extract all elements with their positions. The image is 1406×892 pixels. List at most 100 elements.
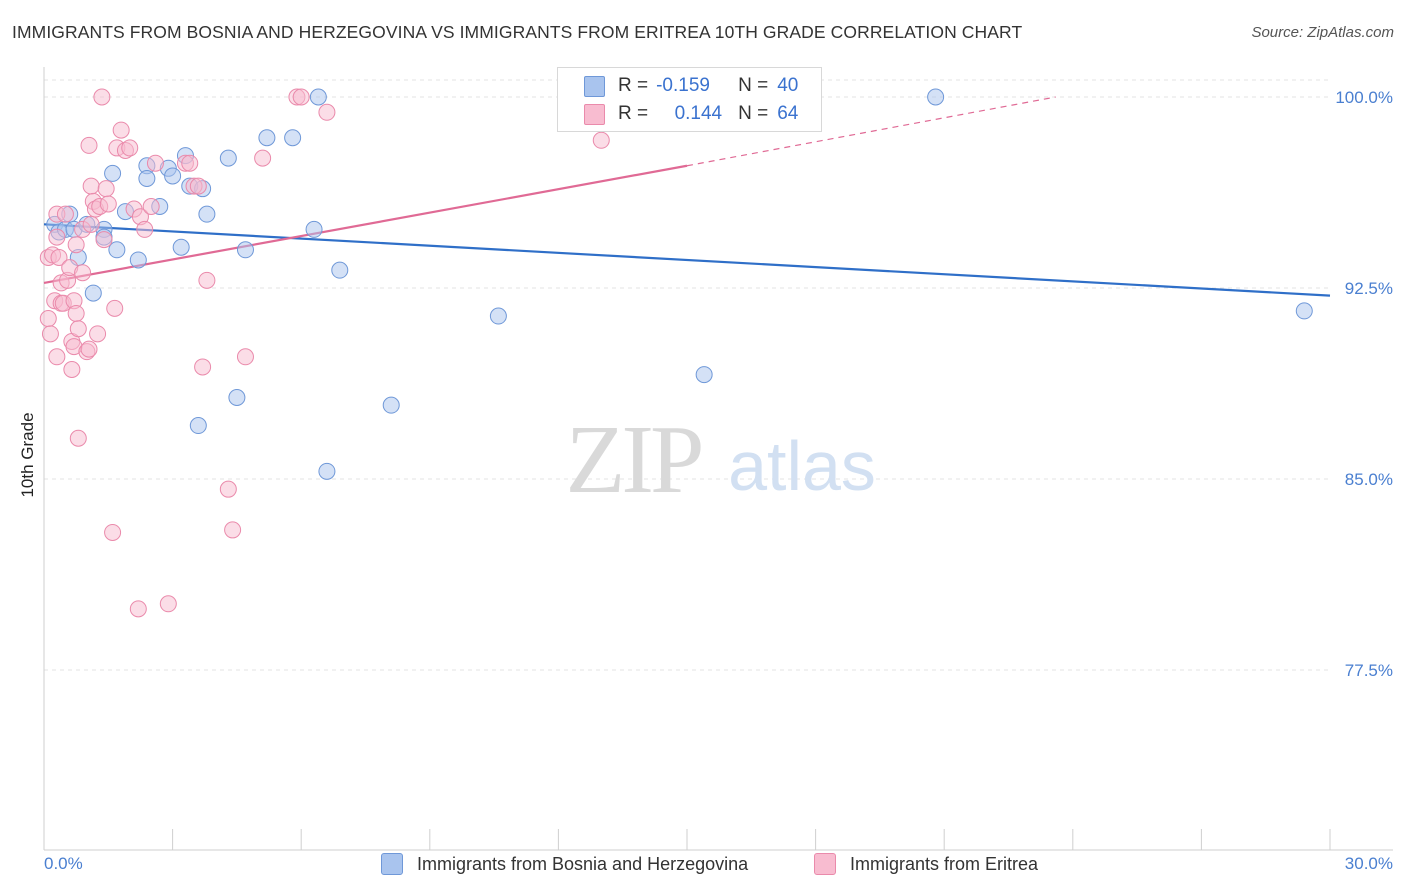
y-tick-label: 100.0% [1335, 88, 1393, 107]
scatter-point-eritrea [74, 264, 92, 282]
scatter-point-bosnia [382, 396, 400, 414]
bottom-legend-swatch-eritrea [814, 853, 836, 875]
trend-layer [43, 96, 1331, 297]
bottom-legend-label-bosnia: Immigrants from Bosnia and Herzegovina [417, 853, 749, 874]
scatter-point-bosnia [305, 220, 323, 238]
legend-r-value-bosnia: -0.159 [656, 75, 710, 96]
scatter-point-eritrea [318, 103, 336, 121]
scatter-point-eritrea [121, 139, 139, 157]
y-tick-label: 85.0% [1345, 470, 1393, 489]
scatter-point-eritrea [80, 340, 98, 358]
scatter-point-eritrea [93, 88, 111, 106]
scatter-point-bosnia [228, 389, 246, 407]
scatter-point-eritrea [67, 304, 85, 322]
scatter-point-eritrea [181, 154, 199, 172]
scatter-point-bosnia [129, 251, 147, 269]
legend-swatch-bosnia [584, 75, 605, 97]
bottom-legend-bosnia: Immigrants from Bosnia and Herzegovina [381, 850, 748, 878]
x-tick-label-min: 0.0% [44, 854, 83, 873]
bottom-legend-label-eritrea: Immigrants from Eritrea [850, 853, 1039, 874]
scatter-point-eritrea [189, 177, 207, 195]
scatter-point-eritrea [129, 600, 147, 618]
scatter-point-bosnia [695, 366, 713, 384]
scatter-point-eritrea [67, 236, 85, 254]
scatter-point-eritrea [39, 310, 57, 328]
scatter-point-bosnia [284, 129, 302, 147]
scatter-point-eritrea [41, 325, 59, 343]
legend-n-label: N = [738, 75, 769, 96]
scatter-point-eritrea [48, 348, 66, 366]
scatter-point-eritrea [224, 521, 242, 539]
scatter-point-eritrea [292, 88, 310, 106]
trend-line-bosnia [43, 223, 1331, 297]
scatter-point-bosnia [318, 462, 336, 480]
y-tick-label: 77.5% [1345, 661, 1393, 680]
scatter-point-bosnia [104, 164, 122, 182]
scatter-point-eritrea [236, 348, 254, 366]
scatter-point-eritrea [254, 149, 272, 167]
scatter-point-eritrea [198, 271, 216, 289]
scatter-point-eritrea [63, 360, 81, 378]
scatter-point-eritrea [95, 231, 113, 249]
scatter-point-bosnia [84, 284, 102, 302]
watermark-zip: ZIP [566, 406, 701, 514]
bottom-legend-swatch-bosnia [381, 853, 403, 875]
points-layer [39, 88, 1313, 618]
scatter-point-eritrea [219, 480, 237, 498]
scatter-point-bosnia [219, 149, 237, 167]
scatter-point-eritrea [82, 215, 100, 233]
scatter-point-bosnia [138, 169, 156, 187]
scatter-point-eritrea [142, 198, 160, 216]
scatter-point-eritrea [159, 595, 177, 613]
scatter-point-eritrea [69, 320, 87, 338]
bottom-legend-eritrea: Immigrants from Eritrea [814, 850, 1038, 878]
scatter-point-bosnia [236, 241, 254, 259]
scatter-point-bosnia [189, 417, 207, 435]
scatter-point-eritrea [50, 248, 68, 266]
scatter-point-eritrea [112, 121, 130, 139]
scatter-point-eritrea [592, 131, 610, 149]
scatter-point-bosnia [489, 307, 507, 325]
scatter-point-eritrea [82, 177, 100, 195]
legend-r-label: R = [618, 103, 649, 124]
axis-layer [43, 67, 1393, 851]
y-tick-label: 92.5% [1345, 279, 1393, 298]
legend-n-value-bosnia: 40 [777, 75, 799, 96]
scatter-point-eritrea [56, 205, 74, 223]
chart-title: IMMIGRANTS FROM BOSNIA AND HERZEGOVINA V… [12, 22, 1023, 42]
trend-line-extension-eritrea [686, 96, 1056, 167]
scatter-point-bosnia [108, 241, 126, 259]
scatter-point-eritrea [69, 429, 87, 447]
trend-line-eritrea [43, 164, 688, 284]
scatter-point-eritrea [80, 136, 98, 154]
watermark-atlas: atlas [728, 427, 876, 505]
scatter-point-eritrea [146, 154, 164, 172]
watermark: ZIP atlas [566, 406, 876, 514]
scatter-point-eritrea [194, 358, 212, 376]
scatter-point-bosnia [198, 205, 216, 223]
legend-n-label: N = [738, 103, 769, 124]
tick-label-layer: 100.0% 92.5% 85.0% 77.5% 0.0% 30.0% [44, 88, 1393, 873]
scatter-point-bosnia [172, 238, 190, 256]
legend-r-value-eritrea: 0.144 [674, 103, 723, 124]
scatter-point-bosnia [1295, 302, 1313, 320]
scatter-point-bosnia [309, 88, 327, 106]
source-label: Source: ZipAtlas.com [1251, 24, 1394, 41]
scatter-point-bosnia [164, 167, 182, 185]
legend-row-bosnia: R = -0.159 N = 40 [584, 73, 798, 99]
scatter-point-bosnia [927, 88, 945, 106]
legend-swatch-eritrea [584, 103, 605, 125]
x-tick-label-max: 30.0% [1345, 854, 1393, 873]
scatter-point-eritrea [89, 325, 107, 343]
scatter-point-eritrea [136, 220, 154, 238]
y-axis-label: 10th Grade [18, 412, 37, 498]
legend-row-eritrea: R = 0.144 N = 64 [584, 101, 798, 127]
legend-n-value-eritrea: 64 [777, 103, 799, 124]
scatter-point-eritrea [48, 228, 66, 246]
scatter-point-eritrea [104, 523, 122, 541]
scatter-point-bosnia [258, 129, 276, 147]
legend-r-label: R = [618, 75, 649, 96]
scatter-point-eritrea [106, 299, 124, 317]
grid-layer [44, 79, 1330, 671]
